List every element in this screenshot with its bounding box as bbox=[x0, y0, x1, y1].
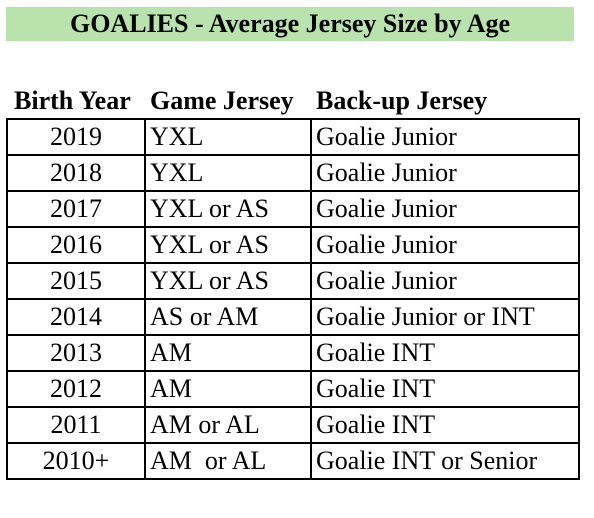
table-cell: AM or AL bbox=[144, 442, 312, 480]
table-cell: Goalie INT bbox=[310, 370, 580, 408]
table-cell: 2016 bbox=[6, 226, 146, 264]
table-cell: YXL or AS bbox=[144, 190, 312, 228]
table-cell: Goalie Junior bbox=[310, 118, 580, 156]
table-row: 2019 YXL Goalie Junior bbox=[6, 118, 580, 156]
table: 2019 YXL Goalie Junior 2018 YXL Goalie Junior… bbox=[6, 118, 580, 480]
table-cell: YXL bbox=[144, 154, 312, 192]
table-row: 2010+ AM or AL Goalie INT or Senior bbox=[6, 442, 580, 480]
table-cell: Goalie Junior bbox=[310, 154, 580, 192]
column-header: Game Jersey bbox=[150, 86, 294, 115]
table-cell: Goalie INT bbox=[310, 406, 580, 444]
table-row: 2017 YXL or AS Goalie Junior bbox=[6, 190, 580, 228]
table-cell: Goalie Junior bbox=[310, 262, 580, 300]
table-row: 2018 YXL Goalie Junior bbox=[6, 154, 580, 192]
table-cell: Goalie INT or Senior bbox=[310, 442, 580, 480]
table-cell: 2019 bbox=[6, 118, 146, 156]
table-cell: AM or AL bbox=[144, 406, 312, 444]
column-header: Back-up Jersey bbox=[316, 86, 488, 115]
table-cell: Goalie Junior or INT bbox=[310, 298, 580, 336]
table-cell: Goalie INT bbox=[310, 334, 580, 372]
table-cell: 2014 bbox=[6, 298, 146, 336]
table-cell: 2018 bbox=[6, 154, 146, 192]
table-cell: 2015 bbox=[6, 262, 146, 300]
title: GOALIES - Average Jersey Size by Age bbox=[6, 7, 574, 41]
table-cell: AM bbox=[144, 334, 312, 372]
table-row: 2014 AS or AM Goalie Junior or INT bbox=[6, 298, 580, 336]
table-cell: 2012 bbox=[6, 370, 146, 408]
table-cell: YXL or AS bbox=[144, 226, 312, 264]
column-header: Birth Year bbox=[14, 86, 131, 115]
table-cell: YXL bbox=[144, 118, 312, 156]
table-cell: AM bbox=[144, 370, 312, 408]
table-row: 2015 YXL or AS Goalie Junior bbox=[6, 262, 580, 300]
table-cell: 2011 bbox=[6, 406, 146, 444]
table-cell: Goalie Junior bbox=[310, 190, 580, 228]
table-row: 2011 AM or AL Goalie INT bbox=[6, 406, 580, 444]
table-cell: AS or AM bbox=[144, 298, 312, 336]
table-cell: 2013 bbox=[6, 334, 146, 372]
table-row: 2013 AM Goalie INT bbox=[6, 334, 580, 372]
table-row: 2012 AM Goalie INT bbox=[6, 370, 580, 408]
table-cell: YXL or AS bbox=[144, 262, 312, 300]
table-cell: 2010+ bbox=[6, 442, 146, 480]
table-row: 2016 YXL or AS Goalie Junior bbox=[6, 226, 580, 264]
table-cell: Goalie Junior bbox=[310, 226, 580, 264]
table-cell: 2017 bbox=[6, 190, 146, 228]
